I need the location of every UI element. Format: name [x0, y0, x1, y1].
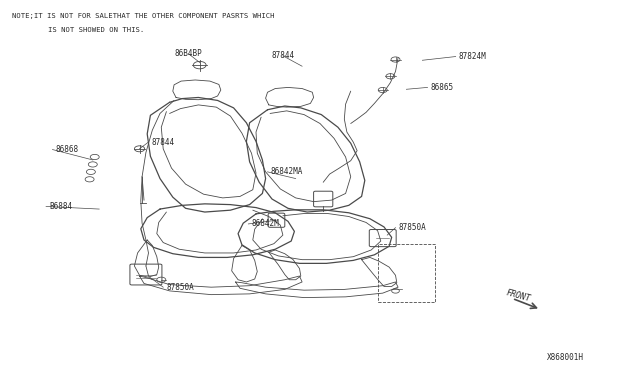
Text: NOTE;IT IS NOT FOR SALETHAT THE OTHER COMPONENT PASRTS WHICH: NOTE;IT IS NOT FOR SALETHAT THE OTHER CO… — [12, 13, 274, 19]
Text: IS NOT SHOWED ON THIS.: IS NOT SHOWED ON THIS. — [48, 27, 144, 33]
FancyBboxPatch shape — [130, 264, 162, 285]
FancyBboxPatch shape — [314, 191, 333, 207]
Text: 87850A: 87850A — [166, 283, 194, 292]
Bar — [378, 244, 435, 302]
Text: 87844: 87844 — [271, 51, 294, 60]
Text: 86842MA: 86842MA — [271, 167, 303, 176]
FancyBboxPatch shape — [369, 230, 396, 247]
Text: FRONT: FRONT — [506, 288, 532, 303]
Text: 86868: 86868 — [56, 145, 79, 154]
Text: 87844: 87844 — [152, 138, 175, 147]
Text: X868001H: X868001H — [547, 353, 584, 362]
Text: 86B4BP: 86B4BP — [175, 49, 203, 58]
FancyBboxPatch shape — [268, 213, 285, 227]
Text: 86842M: 86842M — [252, 219, 279, 228]
Text: 87824M: 87824M — [459, 52, 486, 61]
Text: 87850A: 87850A — [399, 223, 426, 232]
Text: 86865: 86865 — [431, 83, 454, 92]
Text: B6884: B6884 — [49, 202, 72, 211]
